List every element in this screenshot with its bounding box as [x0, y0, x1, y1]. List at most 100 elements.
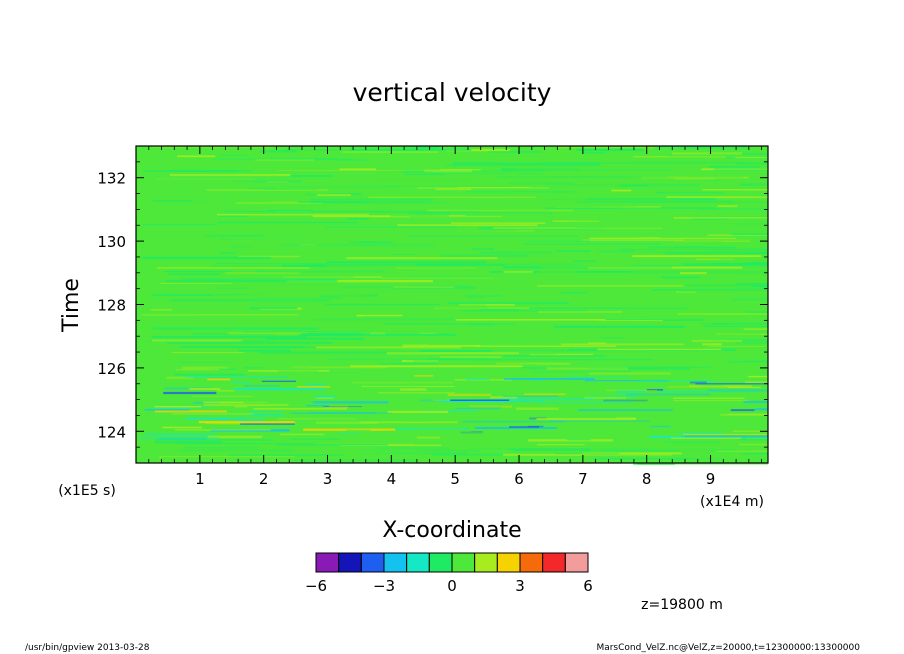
heatmap-streak [204, 166, 276, 168]
heatmap-streak [546, 183, 700, 187]
heatmap-streak [314, 149, 425, 151]
heatmap-streak [347, 337, 471, 340]
heatmap-streak [144, 433, 215, 436]
heatmap-streak [741, 251, 768, 255]
heatmap-streak [352, 381, 454, 384]
heatmap-streak [265, 269, 361, 272]
heatmap-streak [361, 385, 455, 388]
heatmap-streak [558, 331, 602, 334]
heatmap-streak [402, 344, 481, 347]
heatmap-streak [568, 181, 682, 183]
heatmap-streak [232, 157, 373, 159]
heatmap-streak [702, 243, 768, 245]
heatmap-streak [685, 284, 768, 287]
heatmap-streak [588, 381, 652, 383]
heatmap-streak [339, 168, 377, 171]
heatmap-streak [211, 265, 376, 267]
heatmap-streak [206, 189, 329, 191]
x-tick-label: 9 [706, 470, 716, 488]
heatmap-streak [451, 222, 546, 224]
heatmap-streak [459, 303, 515, 306]
heatmap-streak [240, 340, 402, 343]
heatmap-streak [621, 349, 645, 352]
heatmap-streak [508, 412, 525, 414]
heatmap-streak [390, 214, 449, 217]
heatmap-streak [276, 192, 328, 195]
heatmap-streak [155, 439, 274, 441]
heatmap-streak [545, 207, 716, 209]
heatmap-streak [651, 249, 705, 252]
heatmap-streak [210, 243, 377, 245]
heatmap-streak [600, 297, 663, 300]
heatmap-streak [163, 387, 212, 390]
x-axis-label: X-coordinate [382, 518, 521, 543]
heatmap-streak [716, 450, 768, 452]
heatmap-streak [552, 220, 600, 222]
colorbar-tick-label: 3 [515, 577, 525, 595]
heatmap-streak [238, 255, 300, 258]
heatmap-streak [465, 295, 502, 298]
heatmap-streak [354, 175, 506, 178]
heatmap-streak [604, 449, 680, 452]
heatmap-streak [721, 164, 768, 166]
heatmap-streak [416, 436, 440, 439]
heatmap-streak [470, 448, 590, 451]
heatmap-streak [734, 436, 768, 439]
heatmap-streak [337, 159, 368, 161]
heatmap-streak [358, 289, 468, 292]
heatmap-streak [447, 393, 491, 396]
heatmap-streak [685, 338, 702, 341]
heatmap-streak [171, 363, 195, 366]
colorbar-swatch [338, 552, 362, 573]
heatmap-streak [632, 255, 761, 258]
heatmap-streak [511, 198, 622, 200]
heatmap-streak [650, 425, 671, 428]
x-tick-label: 7 [578, 470, 588, 488]
heatmap-plot [136, 146, 768, 466]
heatmap-streak [286, 280, 433, 283]
heatmap-streak [715, 419, 768, 422]
heatmap-streak [688, 224, 710, 226]
heatmap-streak [469, 405, 512, 408]
heatmap-streak [171, 413, 254, 415]
heatmap-streak [507, 398, 594, 400]
heatmap-streak [574, 220, 744, 222]
heatmap-streak [259, 150, 297, 153]
heatmap-streak [236, 201, 323, 204]
heatmap-streak [503, 355, 606, 357]
heatmap-streak [253, 196, 296, 198]
heatmap-streak [528, 399, 572, 402]
heatmap-streak [661, 276, 701, 279]
heatmap-streak [679, 290, 768, 292]
heatmap-streak [711, 215, 768, 217]
heatmap-streak [501, 456, 553, 458]
heatmap-streak [231, 381, 250, 384]
heatmap-streak [360, 421, 458, 424]
heatmap-streak [521, 312, 645, 315]
heatmap-streak [349, 365, 523, 368]
heatmap-streak [290, 438, 341, 440]
heatmap-streak [261, 380, 296, 382]
heatmap-streak [144, 409, 190, 411]
heatmap-streak [176, 283, 339, 286]
heatmap-streak [216, 389, 235, 392]
heatmap-streak [680, 272, 707, 275]
heatmap-streak [593, 457, 694, 460]
heatmap-streak [659, 236, 768, 239]
heatmap-streak [299, 146, 419, 149]
heatmap-streak [375, 411, 402, 415]
heatmap-streak [494, 317, 646, 320]
heatmap-streak [673, 178, 716, 180]
heatmap-streak [427, 209, 574, 212]
heatmap-streak [198, 421, 295, 424]
heatmap-streak [614, 184, 650, 187]
heatmap-streak [658, 254, 736, 256]
colorbar-tick-label: −6 [305, 577, 327, 595]
heatmap-streak [662, 191, 768, 193]
heatmap-streak [276, 444, 388, 446]
colorbar-swatch [496, 552, 521, 573]
heatmap-streak [658, 449, 752, 451]
heatmap-streak [357, 247, 482, 250]
heatmap-streak [659, 148, 768, 150]
